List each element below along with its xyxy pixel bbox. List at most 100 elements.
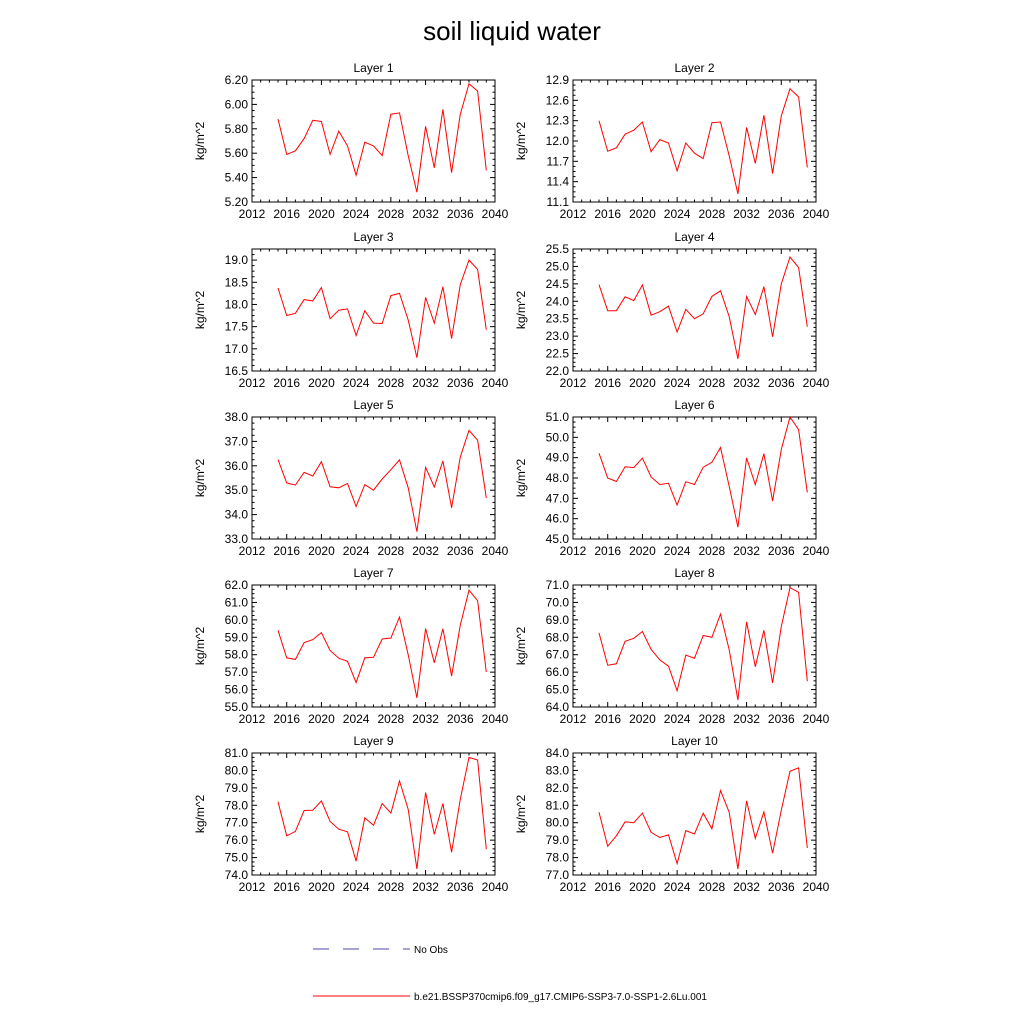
- plot-frame: [251, 248, 496, 372]
- plot-frame: [572, 416, 817, 540]
- legend: No Obs b.e21.BSSP370cmip6.f09_g17.CMIP6-…: [313, 945, 707, 1003]
- panel-title: Layer 5: [353, 398, 393, 412]
- y-tick-label: 61.0: [225, 595, 249, 609]
- y-tick-label: 38.0: [225, 410, 249, 424]
- x-tick-label: 2036: [768, 207, 795, 221]
- y-tick-label: 67.0: [546, 648, 570, 662]
- series-line: [277, 429, 487, 532]
- y-axis-label: kg/m^2: [193, 122, 207, 161]
- plot-frame: [251, 752, 496, 876]
- x-tick-label: 2040: [803, 880, 830, 894]
- panel-layer-4: Layer 4 2012 2016 2020 2024 2028 2032 2036 2040 2…: [514, 230, 830, 390]
- y-tick-label: 65.0: [546, 683, 570, 697]
- x-tick-label: 2012: [239, 376, 266, 390]
- panel-layer-5: Layer 5 2012 2016 2020 2024 2028 2032 2036 2040 3…: [193, 398, 509, 558]
- x-tick-label: 2016: [594, 207, 621, 221]
- y-tick-label: 78.0: [225, 798, 249, 812]
- plot-frame: [572, 584, 817, 708]
- y-tick-label: 5.60: [225, 146, 249, 160]
- x-tick-label: 2028: [699, 207, 726, 221]
- plot-frame: [251, 584, 496, 708]
- y-tick-label: 82.0: [546, 781, 570, 795]
- x-tick-label: 2024: [664, 376, 691, 390]
- x-tick-label: 2024: [664, 207, 691, 221]
- y-tick-label: 6.20: [225, 73, 249, 87]
- series-line: [598, 767, 808, 869]
- x-tick-label: 2028: [699, 880, 726, 894]
- y-tick-label: 18.0: [225, 297, 249, 311]
- y-tick-label: 5.80: [225, 122, 249, 136]
- y-tick-label: 57.0: [225, 665, 249, 679]
- y-tick-label: 22.0: [546, 364, 570, 378]
- x-tick-label: 2032: [733, 207, 760, 221]
- x-tick-label: 2040: [803, 207, 830, 221]
- y-tick-label: 22.5: [546, 347, 570, 361]
- y-tick-label: 11.1: [547, 195, 570, 209]
- y-tick-label: 12.0: [546, 134, 570, 148]
- y-tick-label: 76.0: [225, 833, 249, 847]
- series-line: [277, 259, 487, 358]
- y-tick-label: 55.0: [225, 700, 249, 714]
- y-tick-label: 17.5: [225, 320, 249, 334]
- x-tick-label: 2012: [239, 544, 266, 558]
- x-tick-label: 2016: [273, 544, 300, 558]
- y-tick-label: 81.0: [225, 746, 249, 760]
- x-tick-label: 2016: [273, 712, 300, 726]
- panel-title: Layer 9: [353, 734, 393, 748]
- panel-layer-10: Layer 10 2012 2016 2020 2024 2028 2032 2036 2040…: [514, 734, 830, 894]
- x-tick-label: 2020: [629, 712, 656, 726]
- x-tick-label: 2012: [560, 207, 587, 221]
- x-tick-label: 2032: [733, 376, 760, 390]
- y-tick-label: 23.0: [546, 329, 570, 343]
- panel-layer-3: Layer 3 2012 2016 2020 2024 2028 2032 2036 2040 1…: [193, 230, 509, 390]
- panel-title: Layer 6: [674, 398, 714, 412]
- x-tick-label: 2036: [447, 207, 474, 221]
- x-tick-label: 2016: [273, 376, 300, 390]
- y-tick-label: 79.0: [225, 781, 249, 795]
- y-tick-label: 64.0: [546, 700, 570, 714]
- y-tick-label: 68.0: [546, 630, 570, 644]
- y-tick-label: 78.0: [546, 851, 570, 865]
- x-tick-label: 2012: [239, 712, 266, 726]
- y-tick-label: 80.0: [546, 816, 570, 830]
- y-tick-label: 5.40: [225, 171, 249, 185]
- x-tick-label: 2036: [447, 376, 474, 390]
- x-tick-label: 2012: [239, 207, 266, 221]
- x-tick-label: 2036: [768, 376, 795, 390]
- plot-frame: [572, 752, 817, 876]
- x-tick-label: 2024: [664, 544, 691, 558]
- y-tick-label: 24.0: [546, 294, 570, 308]
- y-tick-label: 80.0: [225, 763, 249, 777]
- y-tick-label: 19.0: [225, 253, 249, 267]
- x-tick-label: 2036: [768, 544, 795, 558]
- x-tick-label: 2024: [343, 544, 370, 558]
- y-tick-label: 11.4: [547, 175, 570, 189]
- y-axis-label: kg/m^2: [193, 627, 207, 666]
- x-tick-label: 2032: [412, 207, 439, 221]
- legend-label-model: b.e21.BSSP370cmip6.f09_g17.CMIP6-SSP3-7.…: [414, 992, 707, 1003]
- x-tick-label: 2032: [412, 712, 439, 726]
- panel-title: Layer 10: [671, 734, 718, 748]
- y-tick-label: 6.00: [225, 97, 249, 111]
- x-tick-label: 2028: [699, 544, 726, 558]
- y-tick-label: 25.0: [546, 259, 570, 273]
- y-tick-label: 62.0: [225, 578, 249, 592]
- y-tick-label: 18.5: [225, 275, 249, 289]
- x-tick-label: 2012: [560, 544, 587, 558]
- x-tick-label: 2016: [594, 712, 621, 726]
- y-tick-label: 24.5: [546, 277, 570, 291]
- x-tick-label: 2036: [447, 880, 474, 894]
- x-tick-label: 2020: [629, 207, 656, 221]
- legend-label-no-obs: No Obs: [414, 945, 448, 956]
- y-tick-label: 46.0: [546, 512, 570, 526]
- x-tick-label: 2028: [378, 207, 405, 221]
- x-tick-label: 2020: [308, 376, 335, 390]
- panel-title: Layer 2: [674, 61, 714, 75]
- series-line: [598, 87, 808, 195]
- y-tick-label: 12.3: [546, 114, 570, 128]
- x-tick-label: 2028: [699, 376, 726, 390]
- y-tick-label: 45.0: [546, 532, 570, 546]
- x-tick-label: 2020: [308, 880, 335, 894]
- x-tick-label: 2016: [273, 207, 300, 221]
- y-tick-label: 74.0: [225, 868, 249, 882]
